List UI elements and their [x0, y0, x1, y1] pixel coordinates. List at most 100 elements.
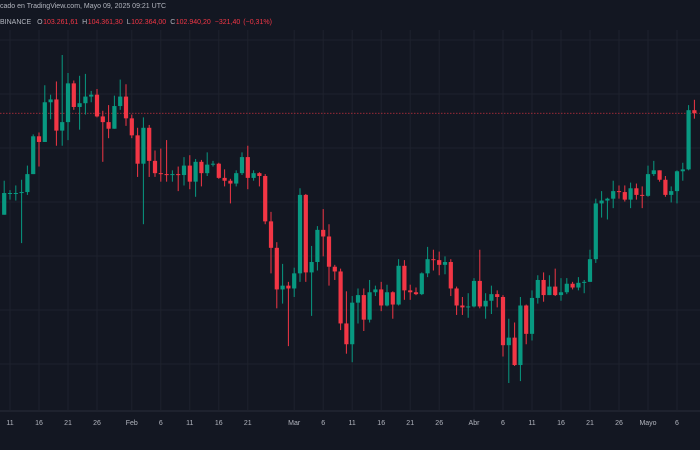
candle-body — [89, 94, 94, 97]
candle-body — [193, 161, 198, 182]
candle-body — [338, 271, 343, 324]
candle-body — [245, 157, 250, 178]
candle-body — [332, 266, 337, 272]
candle-body — [216, 163, 221, 178]
x-tick-label: 6 — [321, 420, 325, 427]
candle-body — [106, 122, 111, 129]
candle-body — [408, 290, 413, 293]
candle-body — [460, 305, 465, 308]
candle-body — [25, 174, 30, 193]
candle-body — [2, 193, 7, 215]
candle-body — [158, 173, 163, 175]
x-tick-label: Abr — [469, 420, 481, 427]
legend-value: 103.261,61 — [43, 19, 78, 26]
candle-body — [36, 136, 42, 142]
candle-body — [60, 122, 65, 131]
candle-body — [129, 118, 134, 136]
candle-body — [553, 286, 558, 296]
x-tick-label: 16 — [377, 420, 385, 427]
candle-body — [657, 170, 662, 180]
candle-body — [628, 188, 633, 200]
candle-body — [344, 323, 349, 345]
candle-body — [77, 103, 82, 107]
candle-body — [251, 173, 256, 178]
legend-change-pct: (−0,31%) — [243, 19, 272, 26]
candle-body — [234, 173, 239, 184]
candle-body — [326, 236, 332, 267]
x-tick-label: 26 — [615, 420, 623, 427]
candle-body — [425, 259, 430, 274]
candle-body — [222, 177, 227, 181]
candle-body — [83, 96, 88, 104]
candle-body — [355, 295, 361, 303]
candle-body — [286, 285, 291, 289]
candle-body — [489, 294, 494, 301]
candle-body — [611, 191, 616, 199]
legend-value: 102.364,00 — [131, 19, 166, 26]
horizontal-grid — [0, 39, 700, 365]
x-tick-label: 21 — [586, 420, 594, 427]
candle-body — [471, 280, 477, 307]
candle-body — [123, 96, 129, 119]
candle-body — [321, 229, 326, 237]
x-tick-label: 21 — [64, 420, 72, 427]
candle-body — [605, 198, 610, 201]
candle-body — [42, 102, 47, 142]
legend-value: 102.940,20 — [176, 19, 211, 26]
candle-body — [599, 200, 604, 204]
candle-body — [674, 171, 680, 192]
candle-body — [65, 83, 71, 123]
candle-body — [437, 260, 442, 265]
candle-body — [506, 337, 511, 346]
candle-body — [564, 283, 569, 293]
candle-body — [147, 127, 152, 161]
candle-body — [495, 294, 500, 297]
candle-body — [303, 194, 308, 273]
candle-body — [164, 174, 169, 176]
candle-body — [692, 110, 697, 114]
candle-body — [570, 283, 575, 288]
x-tick-label: 11 — [528, 420, 535, 427]
candle-body — [396, 265, 401, 305]
candle-body — [645, 174, 651, 196]
x-tick-label: 21 — [244, 420, 252, 427]
candle-body — [361, 295, 366, 320]
legend-key: L — [127, 19, 131, 26]
x-tick-label: Mar — [288, 420, 301, 427]
candle-body — [431, 259, 436, 261]
candle-body — [205, 164, 210, 174]
x-tick-label: 11 — [186, 420, 193, 427]
x-tick-label: 21 — [406, 420, 414, 427]
candle-body — [19, 192, 24, 194]
candle-body — [7, 193, 13, 195]
candle-body — [152, 160, 158, 174]
candle-body — [373, 289, 378, 293]
candle-body — [384, 292, 390, 306]
legend-change: −321,40 — [215, 19, 241, 26]
candle-body — [379, 289, 384, 306]
x-tick-label: 26 — [93, 420, 101, 427]
candle-body — [622, 192, 627, 200]
candle-body — [651, 170, 656, 175]
candle-body — [634, 188, 639, 195]
legend-value: 104.361,30 — [88, 19, 123, 26]
x-tick-label: 6 — [501, 420, 505, 427]
x-tick-label: Mayo — [639, 420, 656, 427]
candle-body — [669, 191, 674, 195]
candle-body — [48, 99, 53, 103]
legend-key: C — [170, 19, 175, 26]
candle-body — [71, 83, 76, 107]
candle-body — [274, 247, 279, 290]
candle-body — [263, 175, 268, 222]
candle-body — [176, 174, 181, 176]
candle-body — [170, 174, 175, 176]
candle-body — [210, 163, 216, 165]
candle-body — [413, 292, 419, 295]
x-tick-label: 16 — [35, 420, 43, 427]
candle-body — [100, 116, 105, 123]
candle-body — [582, 281, 587, 283]
candle-body — [448, 262, 453, 289]
x-tick-label: 26 — [435, 420, 443, 427]
